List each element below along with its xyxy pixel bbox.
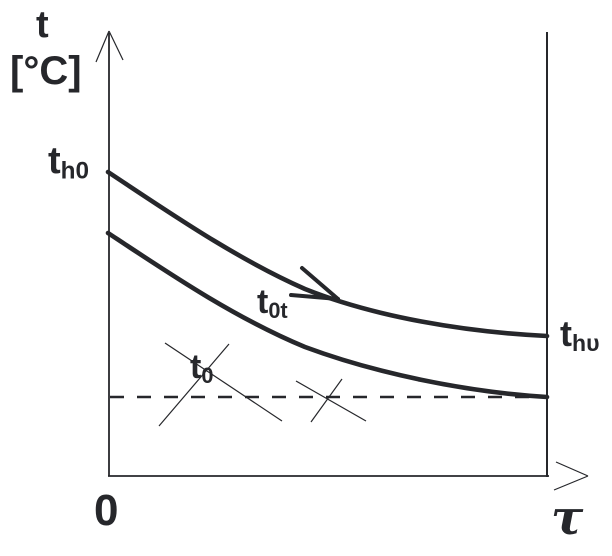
thv-label: thυ	[560, 316, 599, 355]
origin-label: 0	[94, 486, 119, 535]
upper-curve	[105, 169, 550, 339]
t0-base: t	[190, 348, 202, 386]
x-arrow-barb-bottom	[553, 475, 589, 491]
x-axis-symbol-label: τ	[551, 490, 584, 546]
t0t-subscript: 0t	[268, 297, 288, 323]
y-arrow-barb-right	[108, 30, 124, 61]
lower-curve	[105, 230, 550, 400]
cross1-line-b	[158, 343, 230, 427]
thv-subscript: hυ	[572, 330, 600, 357]
thv-base: t	[560, 313, 572, 354]
th0-base: t	[48, 140, 61, 182]
t0t-base: t	[257, 283, 269, 321]
y-axis-symbol-label: t	[36, 4, 49, 46]
curve-arrow-barb-1	[300, 266, 340, 301]
t0t-label: t0t	[257, 285, 288, 322]
cross2-line-a	[295, 380, 367, 422]
cross2-line-b	[310, 378, 343, 423]
y-axis-unit-label: [°C]	[10, 49, 82, 93]
t0-label: t0	[190, 350, 213, 387]
cross1-line-a	[164, 342, 283, 422]
th0-label: th0	[48, 142, 89, 184]
t0-subscript: 0	[201, 362, 214, 388]
th0-subscript: h0	[60, 157, 90, 185]
y-arrow-barb-left	[95, 30, 110, 63]
x-arrow-barb-top	[555, 461, 589, 477]
